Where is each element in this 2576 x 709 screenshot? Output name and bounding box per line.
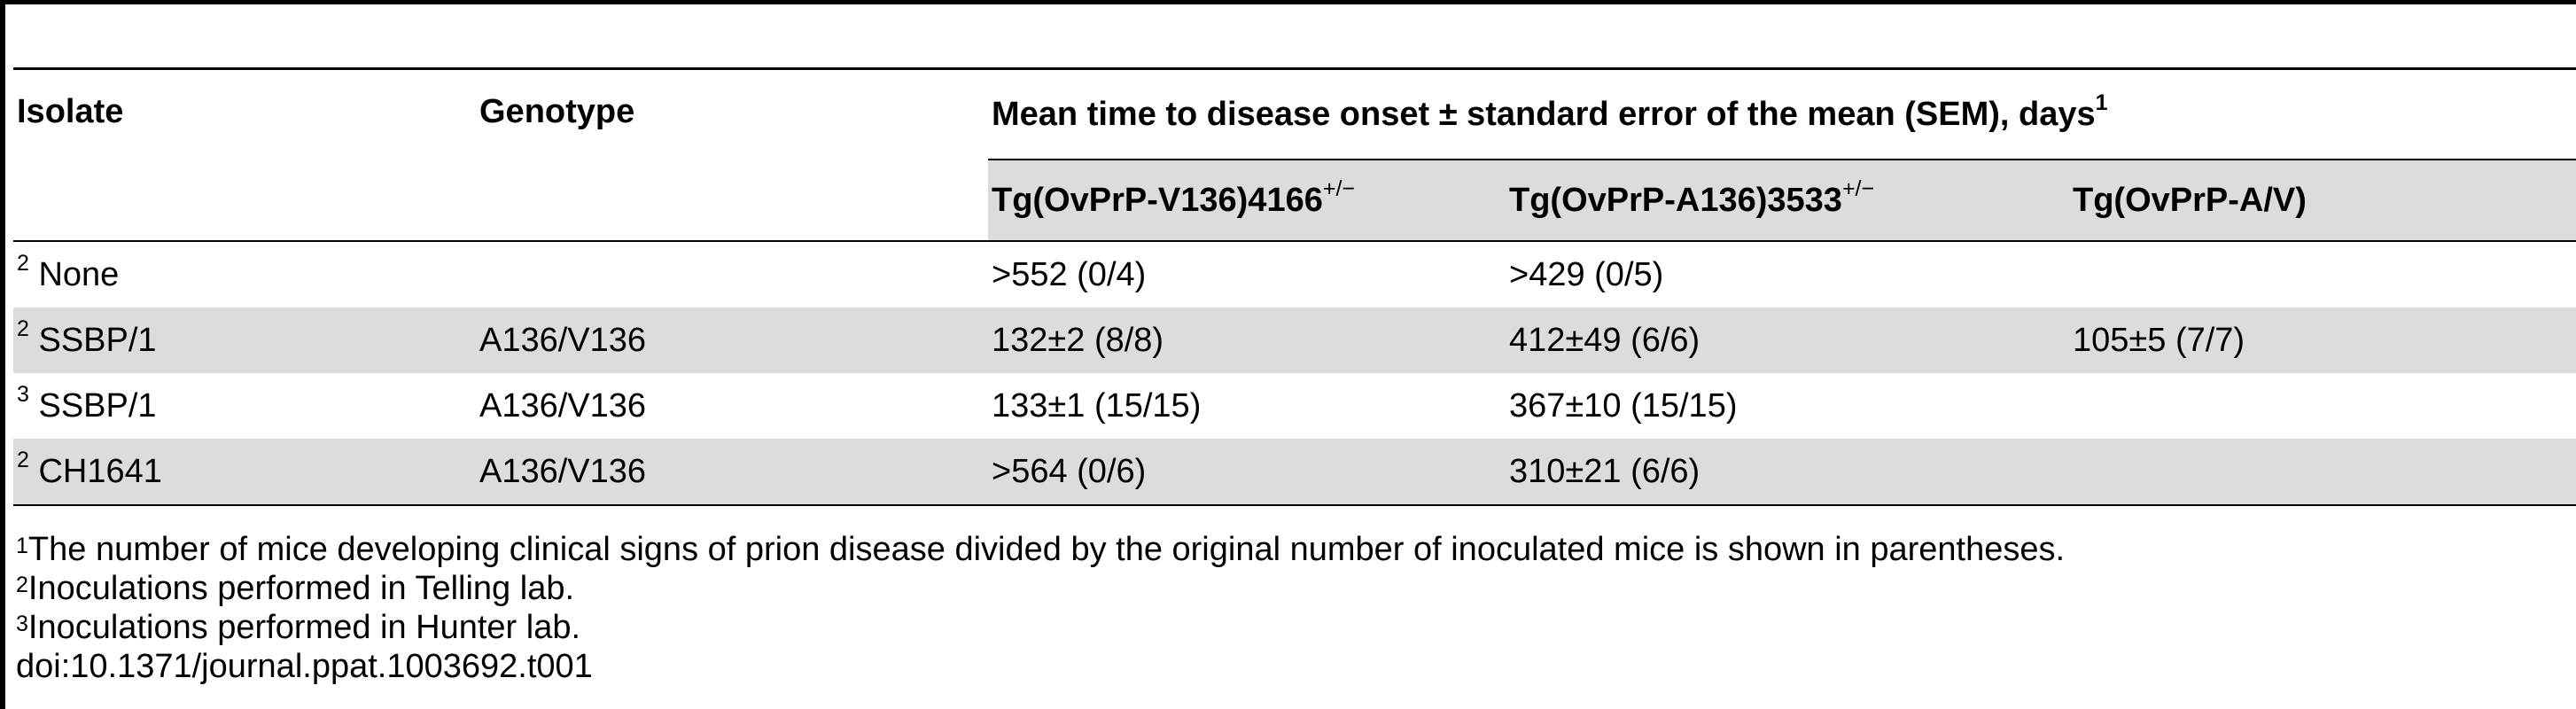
header-row-primary: Isolate Genotype Mean time to disease on… <box>13 67 2576 242</box>
cell-isolate: 2 None <box>13 241 476 308</box>
cell-a136: 367±10 (15/15) <box>1509 386 1738 425</box>
header-group-label: Mean time to disease onset ± standard er… <box>992 95 2096 133</box>
header-genotype: Genotype <box>476 67 988 242</box>
header-isolate-label: Isolate <box>17 93 124 130</box>
footnote-marker: 3 <box>16 612 28 636</box>
footnote-3: 3Inoculations performed in Hunter lab. <box>16 608 2065 647</box>
cell-isolate-text: SSBP/1 <box>38 321 157 359</box>
header-row-secondary: Tg(OvPrP-V136)4166+/− Tg(OvPrP-A136)3533… <box>13 160 2576 242</box>
header-tg-a136-sup: +/− <box>1841 175 1875 201</box>
header-tg-v136: Tg(OvPrP-V136)4166+/− <box>988 160 1506 242</box>
cell-av <box>2069 373 2576 439</box>
table-row: 3 SSBP/1 A136/V136 133±1 (15/15) 367±10 … <box>13 373 2576 439</box>
doi-link[interactable]: doi:10.1371/journal.ppat.1003692.t001 <box>16 648 593 685</box>
cell-av <box>2069 439 2576 506</box>
cell-genotype <box>476 241 988 308</box>
results-table: Isolate Genotype Mean time to disease on… <box>13 67 2576 506</box>
cell-footnote-marker: 2 <box>17 250 29 276</box>
cell-isolate: 2 SSBP/1 <box>13 308 476 373</box>
header-tg-av-label: Tg(OvPrP-A/V) <box>2073 181 2307 219</box>
header-mean-time-group: Mean time to disease onset ± standard er… <box>988 67 2576 160</box>
cell-v136: 132±2 (8/8) <box>988 308 1506 373</box>
cell-av <box>2069 241 2576 308</box>
cell-genotype: A136/V136 <box>476 308 988 373</box>
table-row: 2 None >552 (0/4) >429 (0/5) <box>13 241 2576 308</box>
cell-genotype: A136/V136 <box>479 386 647 425</box>
header-tg-a136-label: Tg(OvPrP-A136)3533 <box>1509 181 1842 219</box>
cell-v136: >564 (0/6) <box>988 439 1506 506</box>
cell-v136: 133±1 (15/15) <box>992 386 1202 425</box>
footnote-1: 1The number of mice developing clinical … <box>16 530 2065 569</box>
cell-isolate-text: CH1641 <box>38 452 162 490</box>
left-border-rule <box>0 0 5 709</box>
cell-footnote-marker: 3 <box>17 381 29 407</box>
table-row: 2 CH1641 A136/V136 >564 (0/6) 310±21 (6/… <box>13 439 2576 506</box>
results-table-container: Isolate Genotype Mean time to disease on… <box>13 67 2576 506</box>
cell-a136: >429 (0/5) <box>1509 255 1664 293</box>
cell-v136: >552 (0/4) <box>992 255 1147 293</box>
header-tg-av: Tg(OvPrP-A/V) <box>2069 160 2576 242</box>
top-border-rule <box>0 0 2576 4</box>
cell-footnote-marker: 2 <box>17 447 29 472</box>
cell-isolate-text: None <box>38 255 120 293</box>
header-tg-v136-label: Tg(OvPrP-V136)4166 <box>992 181 1323 219</box>
footnote-text: Inoculations performed in Hunter lab. <box>27 609 581 646</box>
footnote-marker: 2 <box>16 573 28 597</box>
cell-genotype: A136/V136 <box>476 439 988 506</box>
footnote-text: Inoculations performed in Telling lab. <box>27 570 575 607</box>
header-genotype-label: Genotype <box>479 93 635 130</box>
header-isolate: Isolate <box>13 67 476 242</box>
cell-isolate-text: SSBP/1 <box>38 386 157 425</box>
cell-a136: 310±21 (6/6) <box>1506 439 2069 506</box>
footnote-text: The number of mice developing clinical s… <box>27 531 2066 568</box>
header-tg-v136-sup: +/− <box>1322 175 1355 201</box>
table-row: 2 SSBP/1 A136/V136 132±2 (8/8) 412±49 (6… <box>13 308 2576 373</box>
cell-a136: 412±49 (6/6) <box>1506 308 2069 373</box>
table-footnotes: 1The number of mice developing clinical … <box>16 530 2065 686</box>
cell-isolate: 2 CH1641 <box>13 439 476 506</box>
cell-av: 105±5 (7/7) <box>2069 308 2576 373</box>
header-group-footnote-marker: 1 <box>2095 90 2108 115</box>
cell-isolate: 3 SSBP/1 <box>13 373 476 439</box>
footnote-2: 2Inoculations performed in Telling lab. <box>16 569 2065 608</box>
header-tg-a136: Tg(OvPrP-A136)3533+/− <box>1506 160 2069 242</box>
cell-footnote-marker: 2 <box>17 316 29 341</box>
footnote-marker: 1 <box>16 534 28 558</box>
